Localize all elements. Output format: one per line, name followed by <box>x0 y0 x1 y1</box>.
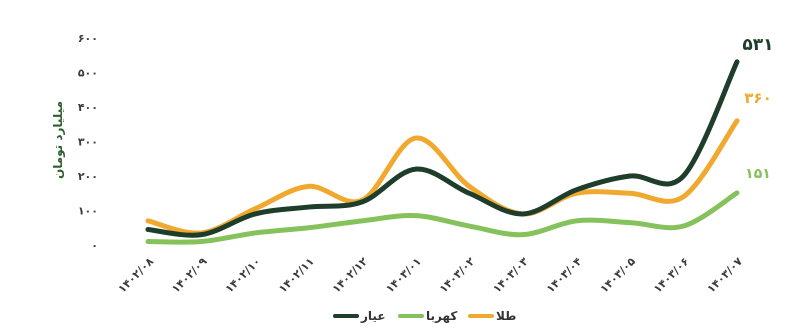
y-axis-title-group: میلیارد تومان <box>51 101 66 179</box>
series-line <box>145 190 740 245</box>
series-line <box>145 118 740 236</box>
x-tick-label: ۱۴۰۲/۰۸ <box>116 255 157 296</box>
series-end-label: ۱۵۱ <box>745 166 771 182</box>
y-tick-label: ۲۰۰ <box>78 170 98 183</box>
series-end-label: ۳۶۰ <box>744 89 771 107</box>
x-tick-label: ۱۴۰۳/۰۱ <box>383 255 424 296</box>
series-line <box>145 59 740 238</box>
y-tick-label: ۴۰۰ <box>78 101 98 114</box>
y-tick-label: ۱۰۰ <box>78 205 98 218</box>
legend-label: عیار <box>360 309 386 323</box>
x-axis-ticks: ۱۴۰۲/۰۸ ۱۴۰۲/۰۹ ۱۴۰۲/۱۰ ۱۴۰۲/۱۱ ۱۴۰۲/۱۲ ۱۴۰۳/… <box>116 255 746 296</box>
legend-label: کهربا <box>426 309 457 323</box>
series-lines <box>145 59 740 245</box>
y-tick-label: ۰ <box>91 239 98 252</box>
series-end-label: ۵۳۱ <box>742 35 773 55</box>
x-tick-label: ۱۴۰۳/۰۷ <box>705 255 746 296</box>
y-tick-label: ۳۰۰ <box>78 136 98 149</box>
x-tick-label: ۱۴۰۳/۰۵ <box>598 255 639 296</box>
x-tick-label: ۱۴۰۳/۰۳ <box>490 255 531 296</box>
x-tick-label: ۱۴۰۲/۰۹ <box>169 255 210 296</box>
legend: عیار کهربا طلا <box>333 309 516 323</box>
y-axis-ticks: ۰ ۱۰۰ ۲۰۰ ۳۰۰ ۴۰۰ ۵۰۰ ۶۰۰ <box>78 32 98 252</box>
x-tick-label: ۱۴۰۳/۰۴ <box>544 255 585 296</box>
legend-label: طلا <box>496 309 516 323</box>
x-tick-label: ۱۴۰۳/۰۶ <box>651 255 692 296</box>
x-tick-label: ۱۴۰۲/۱۲ <box>330 255 371 296</box>
series-end-labels: ۳۶۰ ۱۵۱ ۵۳۱ <box>742 35 773 182</box>
y-axis-title: میلیارد تومان <box>51 101 66 179</box>
x-tick-label: ۱۴۰۲/۱۱ <box>276 255 317 296</box>
x-tick-label: ۱۴۰۲/۱۰ <box>223 255 264 296</box>
y-tick-label: ۵۰۰ <box>78 67 98 80</box>
x-tick-label: ۱۴۰۳/۰۲ <box>437 255 478 296</box>
y-tick-label: ۶۰۰ <box>78 32 98 45</box>
